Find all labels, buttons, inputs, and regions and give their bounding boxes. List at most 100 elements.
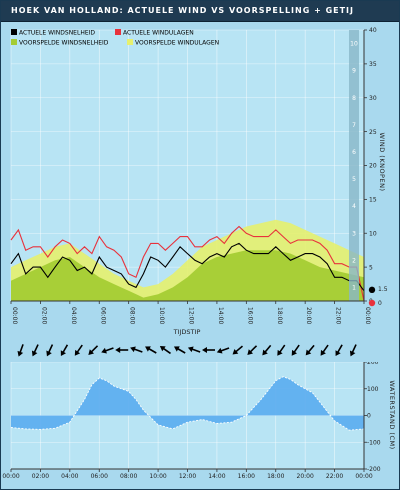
beaufort-label: 9 bbox=[352, 68, 356, 75]
wind-x-tick-label: 22:00 bbox=[335, 307, 342, 324]
legend-swatch-actual-speed bbox=[11, 29, 17, 35]
wind-arrow-icon bbox=[291, 344, 300, 356]
legend-label-actual-speed: ACTUELE WINDSNELHEID bbox=[19, 30, 95, 37]
tide-y-tick-label: 200 bbox=[367, 362, 379, 366]
wind-y-axis-label: WIND (KNOPEN) bbox=[378, 133, 386, 192]
legend-item-forecast-gust: VOORSPELDE WINDULAGEN bbox=[127, 39, 219, 47]
legend: ACTUELE WINDSNELHEID ACTUELE WINDULAGEN … bbox=[11, 29, 219, 47]
beaufort-label: 8 bbox=[352, 95, 356, 102]
tide-x-tick-label: 16:00 bbox=[238, 473, 255, 480]
legend-item-actual-speed: ACTUELE WINDSNELHEID bbox=[11, 29, 95, 37]
beaufort-label: 1 bbox=[352, 284, 356, 291]
wind-arrow-icon bbox=[173, 346, 186, 354]
tide-x-tick-label: 14:00 bbox=[208, 473, 225, 480]
beaufort-label: 3 bbox=[352, 230, 356, 237]
tide-level-area bbox=[11, 376, 364, 431]
wind-x-tick-label: 00:00 bbox=[11, 307, 18, 324]
wind-lines bbox=[10, 225, 365, 302]
current-gust-label: 0 bbox=[378, 300, 382, 307]
wind-x-tick-label: 18:00 bbox=[276, 307, 283, 324]
legend-item-forecast-speed: VOORSPELDE WINDSNELHEID bbox=[11, 39, 109, 47]
beaufort-label: 10 bbox=[350, 41, 358, 48]
tide-x-tick-label: 22:00 bbox=[326, 473, 343, 480]
actual-speed-line bbox=[10, 242, 365, 292]
wind-arrow-icon bbox=[216, 347, 230, 354]
legend-label-forecast-gust: VOORSPELDE WINDULAGEN bbox=[135, 40, 219, 47]
legend-swatch-forecast-gust bbox=[127, 39, 133, 45]
tide-x-tick-label: 04:00 bbox=[61, 473, 78, 480]
tide-x-tick-label: 02:00 bbox=[32, 473, 49, 480]
wind-arrow-icon bbox=[46, 344, 54, 357]
wind-arrow-icon bbox=[232, 345, 244, 355]
tide-x-tick-label: 12:00 bbox=[179, 473, 196, 480]
legend-label-actual-gust: ACTUELE WINDULAGEN bbox=[123, 30, 194, 37]
wind-y-tick-label: 10 bbox=[369, 230, 377, 237]
legend-swatch-forecast-speed bbox=[11, 39, 17, 45]
current-speed-dot bbox=[368, 286, 376, 294]
tide-x-tick-label: 08:00 bbox=[120, 473, 137, 480]
tide-x-tick-label: 00:00 bbox=[2, 473, 19, 480]
wind-arrow-icon bbox=[130, 346, 143, 353]
tide-y-axis-label: WATERSTAND (CM) bbox=[388, 380, 396, 449]
wind-arrow-icon bbox=[17, 344, 24, 357]
wind-arrow-icon bbox=[277, 344, 286, 356]
tide-y-tick-label: -100 bbox=[367, 439, 381, 446]
wind-y-tick-label: 40 bbox=[369, 27, 377, 34]
title-bar: Hoek van Holland: Actuele wind vs voorsp… bbox=[1, 1, 399, 22]
beaufort-labels: 1 2 3 4 5 6 7 8 9 10 bbox=[350, 41, 358, 292]
wind-y-tick-label: 20 bbox=[369, 163, 377, 170]
tide-y-ticks: -200 -100 0 100 200 bbox=[364, 362, 381, 473]
wind-arrow-icon bbox=[349, 344, 357, 357]
wind-arrow-icon bbox=[247, 345, 258, 355]
wind-arrow-icon bbox=[145, 346, 157, 354]
wind-arrow-icon bbox=[305, 344, 315, 356]
wind-arrow-icon bbox=[159, 345, 171, 355]
wind-arrow-icon bbox=[60, 344, 69, 357]
wind-x-tick-label: 00:00 bbox=[364, 307, 371, 324]
tide-x-tick-label: 06:00 bbox=[91, 473, 108, 480]
wind-direction-row bbox=[17, 344, 357, 357]
actual-gust-line bbox=[10, 225, 365, 302]
wind-x-tick-label: 10:00 bbox=[158, 307, 165, 324]
legend-swatch-actual-gust bbox=[115, 29, 121, 35]
tide-y-tick-label: 100 bbox=[367, 386, 379, 393]
wind-y-tick-label: 35 bbox=[369, 61, 377, 68]
wind-arrow-icon bbox=[101, 347, 114, 354]
wind-x-tick-label: 20:00 bbox=[305, 307, 312, 324]
current-gust-dot bbox=[368, 299, 376, 307]
wind-x-axis-label: TIJDSTIP bbox=[173, 328, 201, 336]
wind-arrow-icon bbox=[335, 344, 343, 357]
tide-x-tick-label: 10:00 bbox=[149, 473, 166, 480]
tide-x-tick-label: 20:00 bbox=[297, 473, 314, 480]
wind-arrow-icon bbox=[187, 346, 201, 353]
wind-x-tick-label: 04:00 bbox=[70, 307, 77, 324]
wind-x-tick-label: 08:00 bbox=[129, 307, 136, 324]
tide-level-line bbox=[10, 376, 365, 431]
legend-item-actual-gust: ACTUELE WINDULAGEN bbox=[115, 29, 194, 37]
tide-area bbox=[10, 376, 365, 431]
wind-arrow-icon bbox=[202, 347, 215, 353]
wind-arrow-icon bbox=[88, 345, 99, 355]
tide-x-tick-label: 18:00 bbox=[267, 473, 284, 480]
beaufort-label: 5 bbox=[352, 176, 356, 183]
wind-arrow-icon bbox=[262, 344, 272, 356]
wind-x-tick-label: 12:00 bbox=[188, 307, 195, 324]
beaufort-label: 7 bbox=[352, 122, 356, 129]
wind-arrow-icon bbox=[115, 347, 129, 353]
wind-y-tick-label: 30 bbox=[369, 95, 377, 102]
wind-y-tick-label: 15 bbox=[369, 197, 377, 204]
wind-x-ticks: 00:00 02:00 04:00 06:00 08:00 10:00 12:00 14:00… bbox=[10, 301, 371, 324]
page-title: Hoek van Holland: Actuele wind vs voorsp… bbox=[11, 6, 355, 15]
legend-label-forecast-speed: VOORSPELDE WINDSNELHEID bbox=[19, 40, 109, 47]
tide-x-tick-label: 00:00 bbox=[355, 473, 372, 480]
beaufort-label: 6 bbox=[352, 149, 356, 156]
beaufort-band bbox=[349, 30, 359, 301]
beaufort-label: 4 bbox=[352, 203, 356, 210]
forecast-speed-area bbox=[11, 250, 364, 301]
beaufort-label: 2 bbox=[352, 257, 356, 264]
wind-x-tick-label: 14:00 bbox=[217, 307, 224, 324]
wind-y-tick-label: 25 bbox=[369, 129, 377, 136]
